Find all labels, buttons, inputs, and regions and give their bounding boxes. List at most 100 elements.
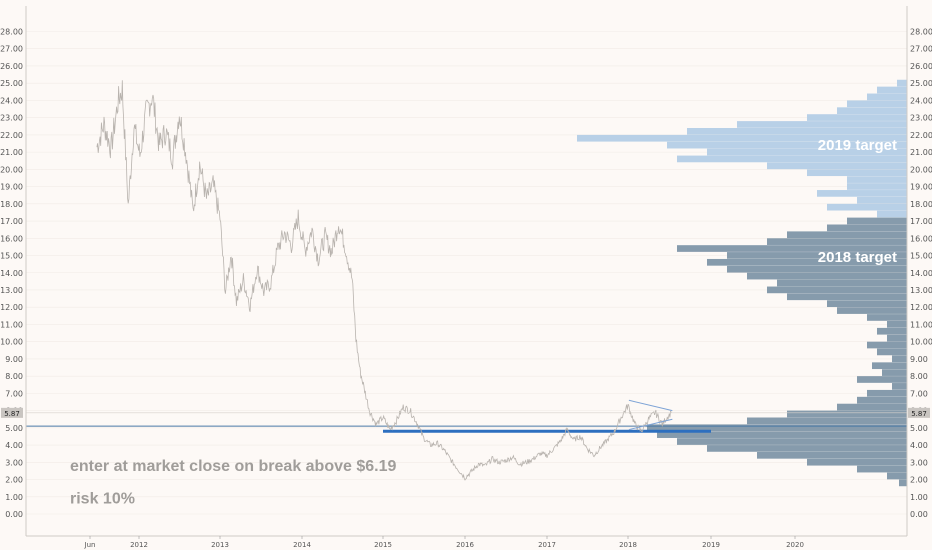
volume-profile-bar bbox=[847, 100, 907, 108]
volume-profile-bar bbox=[677, 155, 907, 163]
y-tick-label-right: 10.00 bbox=[910, 338, 932, 347]
volume-profile-bar bbox=[747, 272, 907, 280]
x-tick-label: 2018 bbox=[619, 541, 637, 549]
grid-layer bbox=[26, 31, 907, 515]
annotations: 5.87 5.87 enter at market close on break a… bbox=[1, 137, 930, 508]
y-tick-label-right: 22.00 bbox=[910, 131, 932, 140]
y-tick-label-left: 7.00 bbox=[5, 389, 23, 398]
volume-profile-bar bbox=[767, 238, 907, 245]
y-tick-label-left: 28.00 bbox=[0, 28, 23, 37]
trendline bbox=[628, 399, 673, 412]
price-series bbox=[96, 80, 672, 481]
y-tick-label-right: 21.00 bbox=[910, 148, 932, 157]
volume-profile-bar bbox=[857, 196, 907, 204]
y-tick-label-left: 21.00 bbox=[0, 148, 23, 157]
y-tick-label-left: 2.00 bbox=[5, 476, 23, 485]
y-tick-label-right: 4.00 bbox=[910, 441, 928, 450]
x-tick-label: 2014 bbox=[293, 541, 311, 549]
volume-profile-bar bbox=[767, 286, 907, 294]
volume-profile-bar bbox=[707, 445, 907, 452]
x-tick-label: 2013 bbox=[211, 541, 229, 549]
volume-profile-bar bbox=[882, 369, 907, 376]
trendlines bbox=[628, 399, 673, 431]
volume-profile-bar bbox=[847, 176, 907, 183]
volume-profile-bar bbox=[857, 396, 907, 404]
volume-profile-bar bbox=[837, 107, 907, 115]
volume-profile-bar bbox=[892, 383, 907, 390]
volume-profile-bar bbox=[857, 465, 907, 473]
x-tick-label: 2020 bbox=[786, 541, 804, 549]
trendline bbox=[628, 418, 673, 431]
volume-profile-bar bbox=[887, 472, 907, 480]
y-tick-label-right: 2.00 bbox=[910, 476, 928, 485]
volume-profile-bar bbox=[887, 334, 907, 342]
y-tick-label-right: 28.00 bbox=[910, 28, 932, 37]
volume-profile-bar bbox=[747, 417, 907, 425]
y-tick-label-right: 5.00 bbox=[910, 424, 928, 433]
annotation-text: risk 10% bbox=[70, 491, 135, 508]
volume-profile-bar bbox=[857, 376, 907, 383]
y-tick-label-right: 23.00 bbox=[910, 114, 932, 123]
y-tick-label-left: 19.00 bbox=[0, 183, 23, 192]
last-price-badge-text: 5.87 bbox=[911, 410, 927, 418]
y-tick-label-right: 16.00 bbox=[910, 234, 932, 243]
y-tick-label-right: 13.00 bbox=[910, 286, 932, 295]
y-tick-label-right: 1.00 bbox=[910, 493, 928, 502]
y-tick-label-left: 20.00 bbox=[0, 165, 23, 174]
target-label: 2019 target bbox=[818, 137, 897, 154]
volume-profile-bar bbox=[807, 458, 907, 466]
volume-profile-bar bbox=[817, 190, 907, 197]
y-tick-label-right: 26.00 bbox=[910, 62, 932, 71]
volume-profile-bar bbox=[577, 134, 907, 142]
volume-profile-bar bbox=[687, 128, 907, 135]
volume-profile-bar bbox=[667, 141, 907, 149]
x-tick-label: 2015 bbox=[374, 541, 392, 549]
y-tick-label-left: 15.00 bbox=[0, 252, 23, 261]
volume-profile-bar bbox=[867, 341, 907, 349]
volume-profile-bar bbox=[677, 245, 907, 252]
y-tick-label-right: 15.00 bbox=[910, 252, 932, 261]
last-price-badge-text: 5.87 bbox=[4, 410, 20, 418]
y-tick-label-left: 18.00 bbox=[0, 200, 23, 209]
y-tick-label-right: 11.00 bbox=[910, 320, 932, 329]
y-tick-label-left: 26.00 bbox=[0, 62, 23, 71]
y-tick-label-left: 24.00 bbox=[0, 96, 23, 105]
volume-profile-bar bbox=[787, 293, 907, 301]
target-label: 2018 target bbox=[818, 249, 897, 266]
y-tick-label-left: 16.00 bbox=[0, 234, 23, 243]
volume-profile-bar bbox=[847, 183, 907, 190]
y-tick-label-right: 27.00 bbox=[910, 45, 932, 54]
volume-profile-bar bbox=[867, 314, 907, 321]
volume-profile-bar bbox=[727, 265, 907, 273]
volume-profile-bar bbox=[837, 403, 907, 411]
x-tick-label: 2012 bbox=[130, 541, 148, 549]
volume-profile-bar bbox=[877, 327, 907, 335]
volume-profile-bar bbox=[677, 438, 907, 445]
volume-profile-bar bbox=[777, 279, 907, 287]
volume-profile-bar bbox=[892, 355, 907, 363]
volume-profile bbox=[577, 79, 907, 487]
last-price-badge-right bbox=[908, 407, 930, 418]
axes: 0.00 0.00 1.00 1.00 2.00 2.00 3.00 3.00 4.00 4.00… bbox=[0, 6, 932, 549]
y-tick-label-right: 17.00 bbox=[910, 217, 932, 226]
y-tick-label-right: 8.00 bbox=[910, 372, 928, 381]
volume-profile-bar bbox=[877, 348, 907, 356]
y-tick-label-left: 12.00 bbox=[0, 303, 23, 312]
volume-profile-bar bbox=[867, 389, 907, 397]
volume-profile-bar bbox=[887, 321, 907, 328]
y-tick-label-left: 25.00 bbox=[0, 79, 23, 88]
volume-profile-bar bbox=[877, 210, 907, 218]
volume-profile-bar bbox=[787, 410, 907, 418]
y-tick-label-left: 1.00 bbox=[5, 493, 23, 502]
volume-profile-bar bbox=[657, 431, 907, 438]
volume-profile-bar bbox=[737, 121, 907, 128]
y-tick-label-left: 3.00 bbox=[5, 458, 23, 467]
horizontal-lines bbox=[26, 425, 907, 433]
volume-profile-bar bbox=[867, 93, 907, 101]
annotation-text: enter at market close on break above $6.… bbox=[70, 458, 396, 475]
y-tick-label-right: 14.00 bbox=[910, 269, 932, 278]
x-tick-label: 2017 bbox=[538, 541, 556, 549]
y-tick-label-right: 25.00 bbox=[910, 79, 932, 88]
